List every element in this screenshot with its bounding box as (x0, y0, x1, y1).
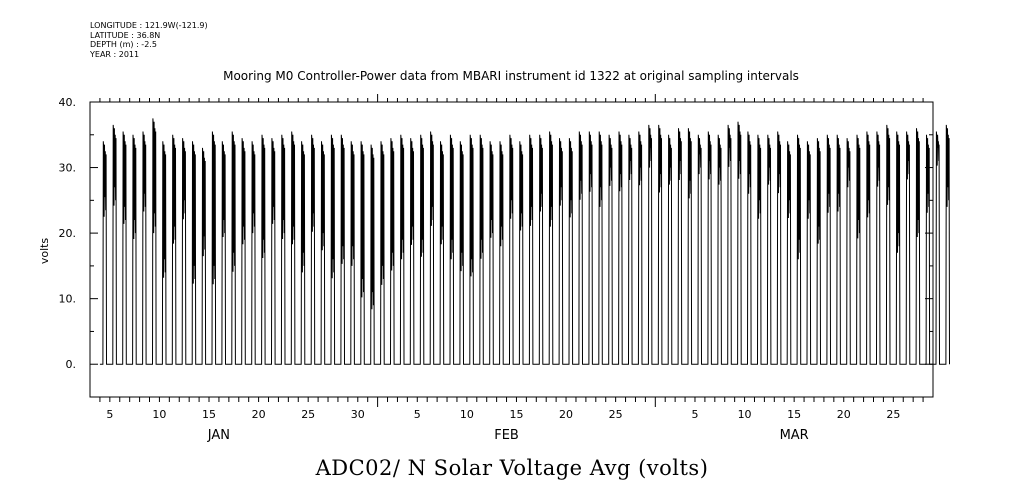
latitude-label: LATITUDE : 36.8N (90, 30, 161, 40)
x-tick-label: 10 (738, 408, 752, 421)
x-tick-label: 5 (414, 408, 421, 421)
metadata-block: LONGITUDE : 121.9W(-121.9) LATITUDE : 36… (90, 21, 208, 59)
y-tick-label: 30. (59, 162, 77, 175)
month-label: JAN (207, 428, 230, 443)
x-tick-label: 30 (351, 408, 365, 421)
x-tick-label: 5 (106, 408, 113, 421)
x-tick-label: 25 (609, 408, 623, 421)
y-tick-label: 10. (59, 293, 77, 306)
x-tick-label: 15 (787, 408, 801, 421)
x-tick-label: 5 (691, 408, 698, 421)
longitude-label: LONGITUDE : 121.9W(-121.9) (90, 21, 208, 30)
x-tick-label: 25 (886, 408, 900, 421)
x-tick-label: 20 (252, 408, 266, 421)
x-axis: 5 10 15 20 25 30 5 10 15 20 25 5 10 15 20 25 (99, 94, 924, 421)
depth-label: DEPTH (m) : -2.5 (90, 40, 157, 49)
x-tick-label: 25 (301, 408, 315, 421)
month-label: FEB (494, 428, 519, 443)
x-tick-label: 20 (559, 408, 573, 421)
x-tick-label: 10 (460, 408, 474, 421)
year-label: YEAR : 2011 (90, 49, 140, 59)
y-tick-label: 20. (59, 227, 77, 240)
month-label: MAR (780, 428, 809, 443)
y-axis-label: volts (38, 238, 51, 265)
month-labels: JAN FEB MAR (207, 428, 809, 443)
chart-title: Mooring M0 Controller-Power data from MB… (223, 69, 799, 83)
series-line (99, 118, 950, 365)
y-tick-label: 0. (66, 358, 77, 371)
x-tick-label: 15 (202, 408, 216, 421)
x-tick-label: 20 (837, 408, 851, 421)
x-axis-title: ADC02/ N Solar Voltage Avg (volts) (315, 456, 709, 480)
y-tick-label: 40. (59, 96, 77, 109)
y-axis: 0. 10. 20. 30. 40. (59, 96, 933, 398)
x-tick-label: 15 (509, 408, 523, 421)
plot-frame (89, 101, 934, 398)
x-tick-label: 10 (152, 408, 166, 421)
